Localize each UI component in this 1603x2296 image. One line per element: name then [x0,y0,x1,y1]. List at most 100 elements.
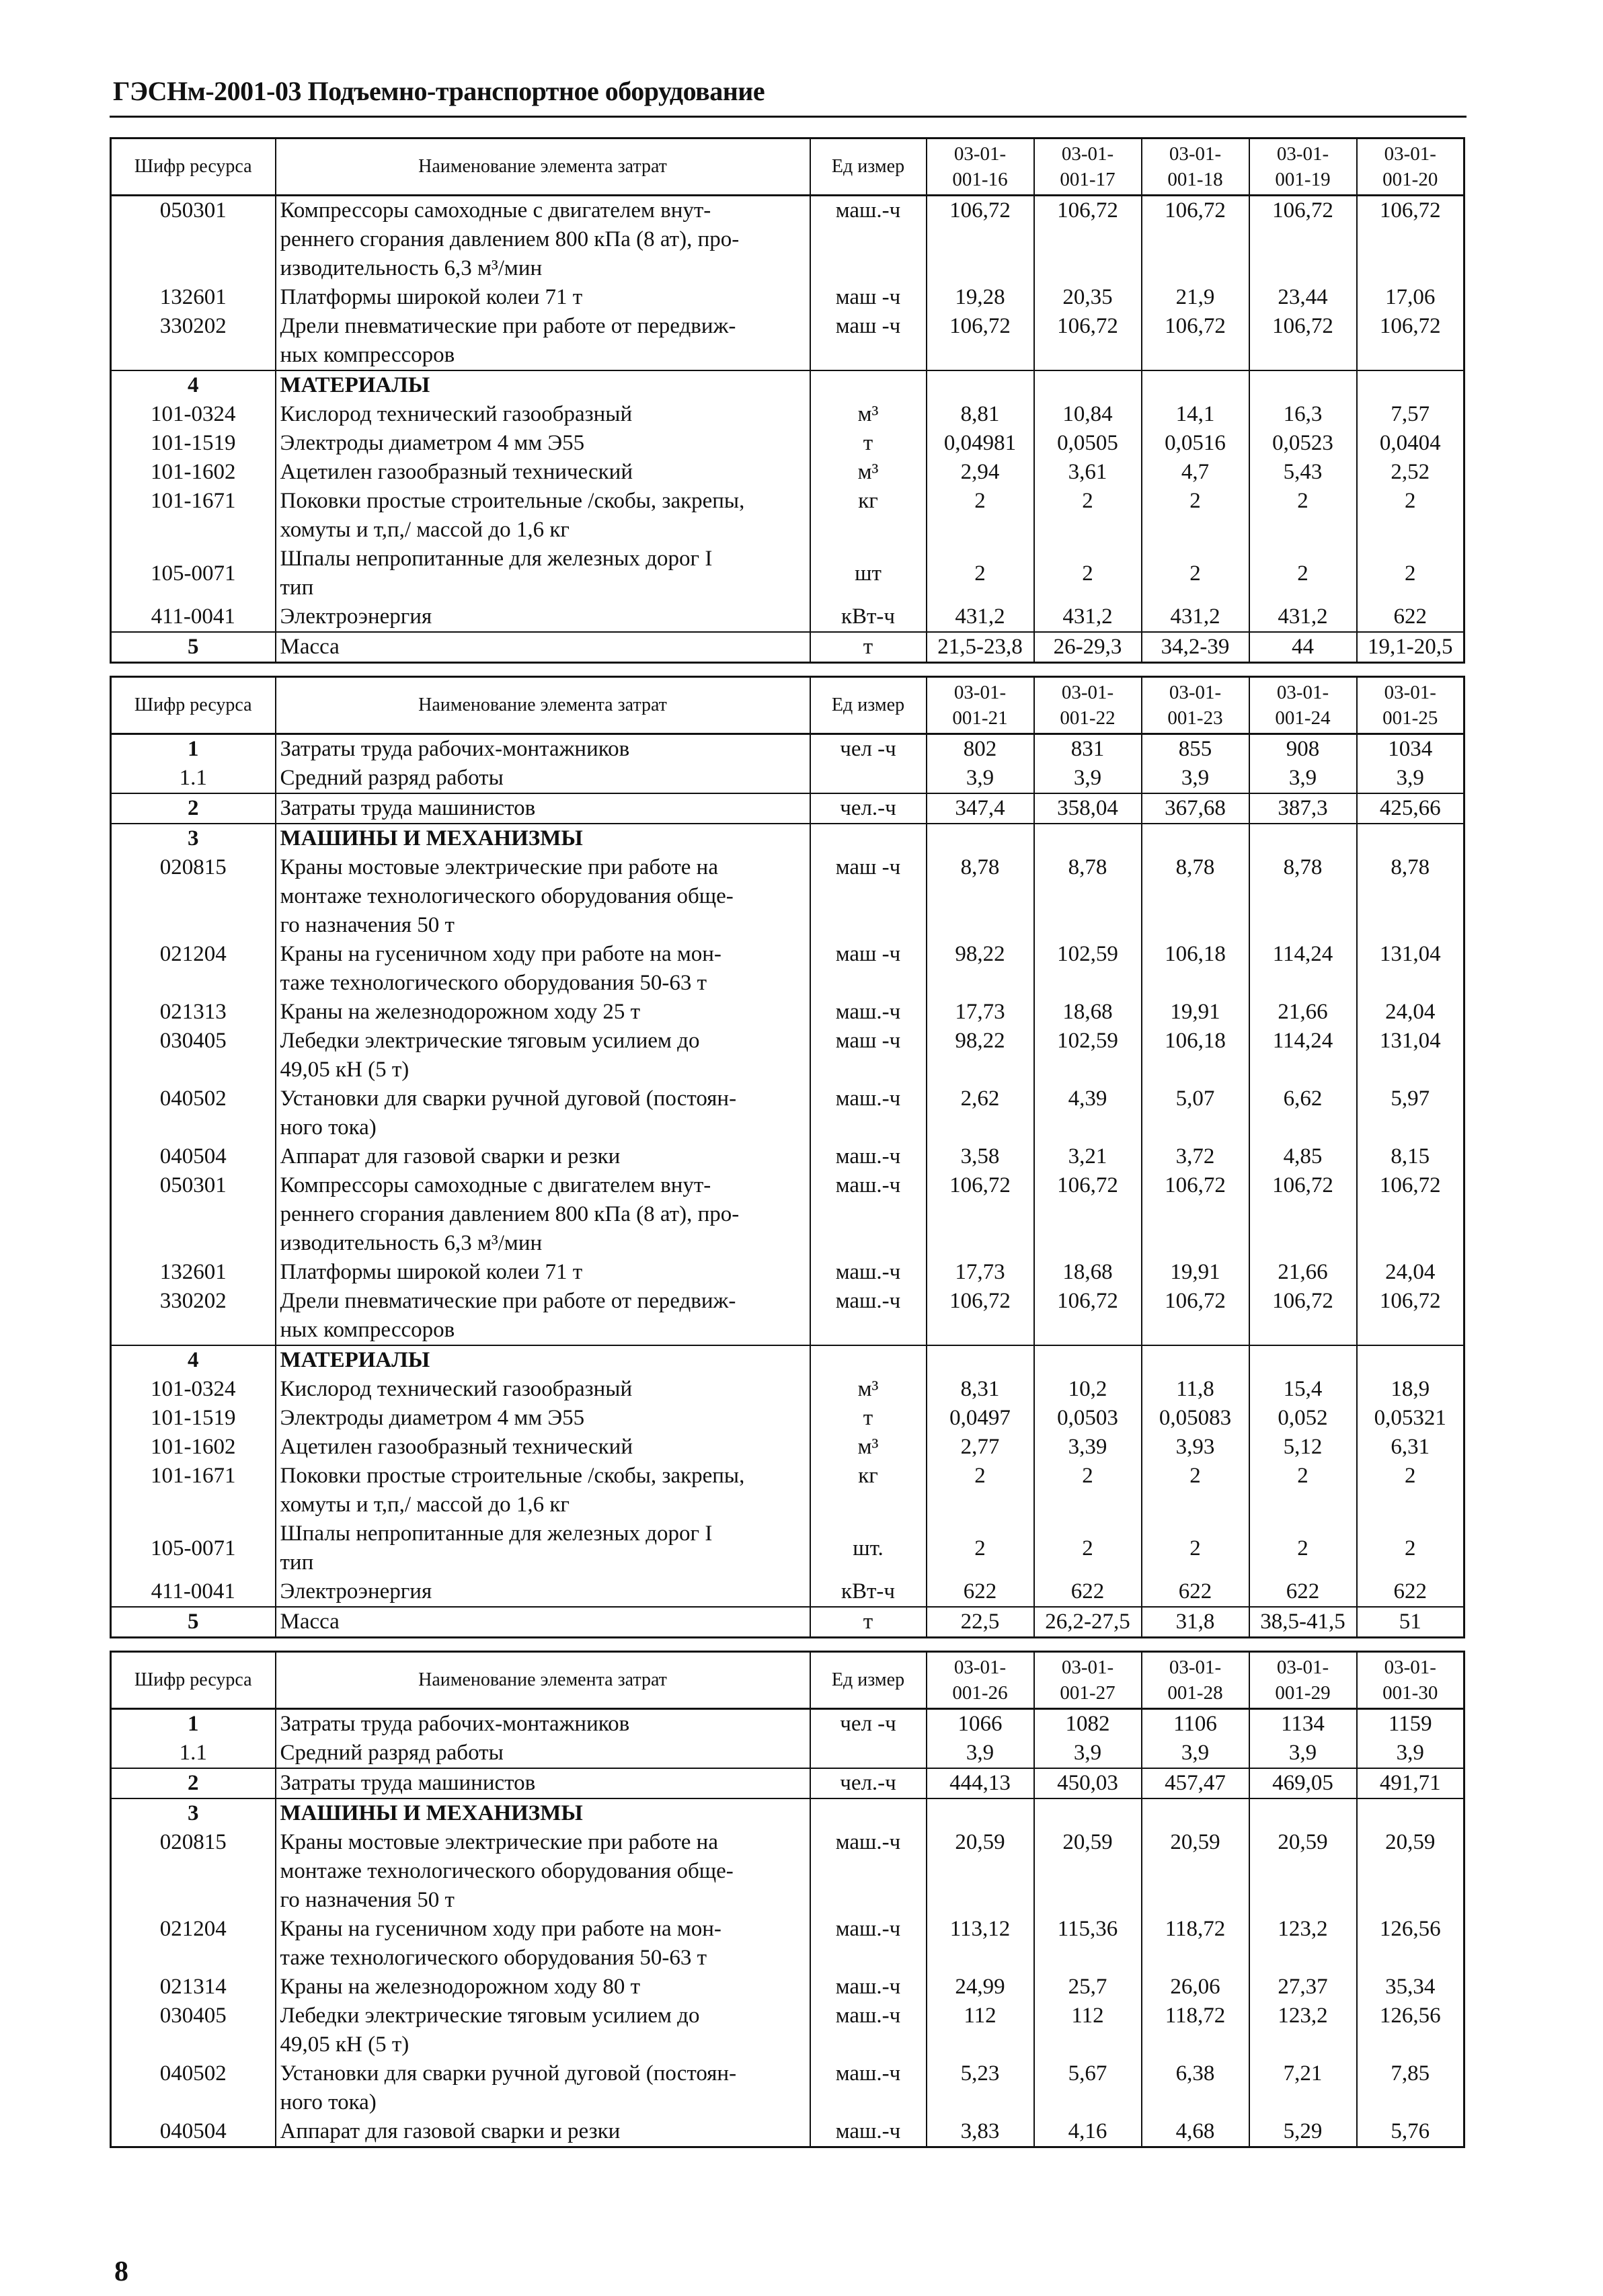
header-norm-code: 03-01- 001-25 [1356,676,1465,735]
value-cell: 118,72 [1140,2002,1250,2059]
unit: маш.-ч [809,194,927,283]
value-cell: 2 [1033,545,1142,602]
value-cell: 0,04981 [925,429,1035,458]
resource-code: 050301 [110,1171,276,1258]
table-row: 040502 Установки для сварки ручной дугово… [110,1084,1465,1142]
table-row: 105-0071 Шпалы непропитанные для железных… [110,1519,1465,1577]
unit [809,1345,927,1375]
cost-element-name: Аппарат для газовой сварки и резки [274,2117,811,2147]
table-row: 101-0324 Кислород технический газообразны… [110,400,1465,429]
value-cell: 19,91 [1140,1258,1250,1287]
value-cell: 2 [1356,487,1465,545]
value-cell: 5,12 [1248,1433,1358,1462]
value-cell: 622 [1356,1577,1465,1607]
value-cell: 6,38 [1140,2059,1250,2117]
table-row: 411-0041 Электроэнергия кВт-ч 622 622 622 622 6… [110,1577,1465,1607]
value-cell: 622 [1033,1577,1142,1607]
value-cell: 44 [1248,631,1358,663]
cost-element-name: Дрели пневматические при работе от перед… [274,312,811,370]
value-cell: 2 [1140,1462,1250,1519]
cost-element-name: Электроды диаметром 4 мм Э55 [274,1404,811,1433]
value-cell: 2 [1140,545,1250,602]
value-cell: 4,39 [1033,1084,1142,1142]
resource-code: 411-0041 [110,602,276,632]
unit: т [809,1404,927,1433]
resource-code: 021313 [110,998,276,1027]
value-cell: 7,21 [1248,2059,1358,2117]
value-cell: 16,3 [1248,400,1358,429]
value-cell: 18,9 [1356,1375,1465,1404]
value-cell: 3,9 [1033,1739,1142,1768]
value-cell: 21,9 [1140,283,1250,312]
value-cell: 3,9 [1140,1739,1250,1768]
value-cell: 7,57 [1356,400,1465,429]
value-cell: 20,35 [1033,283,1142,312]
value-cell: 1034 [1356,733,1465,764]
unit: шт [809,545,927,602]
cost-element-name: Ацетилен газообразный технический [274,458,811,487]
cost-element-name: Средний разряд работы [274,764,811,793]
cost-element-name: Масса [274,1606,811,1638]
table-row: 030405 Лебедки электрические тяговым усил… [110,1027,1465,1084]
value-cell: 6,62 [1248,1084,1358,1142]
table-row: 050301 Компрессоры самоходные с двигателе… [110,1171,1465,1258]
cost-element-name: МАТЕРИАЛЫ [274,1345,811,1375]
header-name: Наименование элемента затрат [274,676,811,735]
value-cell: 18,68 [1033,1258,1142,1287]
value-cell: 2 [1248,545,1358,602]
value-cell: 8,31 [925,1375,1035,1404]
value-cell: 14,1 [1140,400,1250,429]
header-norm-code: 03-01- 001-26 [925,1651,1035,1710]
value-cell: 2 [1033,487,1142,545]
header-norm-code: 03-01- 001-18 [1140,138,1250,196]
value-cell [1248,1798,1358,1828]
unit: м³ [809,1375,927,1404]
table-row: 030405 Лебедки электрические тяговым усил… [110,2002,1465,2059]
value-cell: 106,72 [1140,312,1250,370]
value-cell [1033,370,1142,400]
cost-element-name: Краны на железнодорожном ходу 25 т [274,998,811,1027]
value-cell: 31,8 [1140,1606,1250,1638]
resource-code: 050301 [110,194,276,283]
value-cell: 123,2 [1248,2002,1358,2059]
resource-code: 101-1602 [110,458,276,487]
cost-element-name: Затраты труда машинистов [274,1768,811,1798]
value-cell: 19,91 [1140,998,1250,1027]
table-row: 021204 Краны на гусеничном ходу при работ… [110,940,1465,998]
value-cell [925,823,1035,853]
value-cell: 131,04 [1356,1027,1465,1084]
header-norm-code: 03-01- 001-28 [1140,1651,1250,1710]
cost-element-name: Затраты труда рабочих-монтажников [274,733,811,764]
header-row: Шифр ресурса Наименование элемента затрат… [110,676,1465,735]
value-cell: 444,13 [925,1768,1035,1798]
value-cell: 5,97 [1356,1084,1465,1142]
value-cell: 20,59 [925,1828,1035,1915]
value-cell: 106,72 [925,312,1035,370]
value-cell [1356,1798,1465,1828]
value-cell: 106,18 [1140,1027,1250,1084]
value-cell: 3,72 [1140,1142,1250,1171]
value-cell: 3,21 [1033,1142,1142,1171]
value-cell: 8,81 [925,400,1035,429]
value-cell: 17,73 [925,998,1035,1027]
unit: маш -ч [809,283,927,312]
value-cell: 431,2 [1248,602,1358,632]
value-cell: 126,56 [1356,1915,1465,1973]
resource-code: 1 [110,1708,276,1739]
value-cell: 106,72 [925,1171,1035,1258]
value-cell: 1066 [925,1708,1035,1739]
unit: чел.-ч [809,1768,927,1798]
value-cell: 106,72 [1356,312,1465,370]
value-cell: 367,68 [1140,793,1250,824]
value-cell: 4,7 [1140,458,1250,487]
table-row: 040502 Установки для сварки ручной дугово… [110,2059,1465,2117]
unit: маш -ч [809,853,927,940]
header-row: Шифр ресурса Наименование элемента затрат… [110,1651,1465,1710]
unit [809,1739,927,1768]
cost-element-name: Кислород технический газообразный [274,400,811,429]
section-row: 3 МАШИНЫ И МЕХАНИЗМЫ [110,823,1465,853]
value-cell: 2 [1356,545,1465,602]
cost-element-name: Поковки простые строительные /скобы, зак… [274,1462,811,1519]
header-norm-code: 03-01- 001-21 [925,676,1035,735]
value-cell: 98,22 [925,940,1035,998]
